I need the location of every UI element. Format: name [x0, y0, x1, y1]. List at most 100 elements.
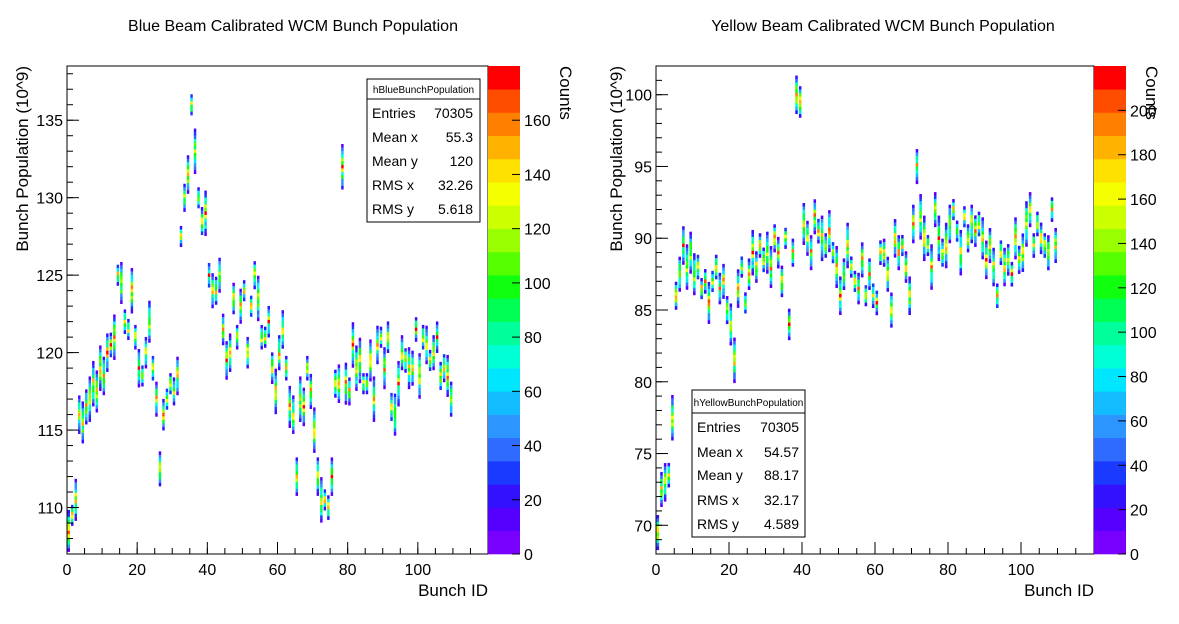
heatmap-cell [893, 253, 897, 258]
heatmap-cell [355, 345, 358, 350]
heatmap-cell [341, 151, 344, 155]
heatmap-cell [981, 238, 984, 242]
heatmap-cell [263, 340, 267, 345]
heatmap-cell [809, 259, 813, 264]
heatmap-cell [390, 417, 393, 421]
heatmap-cell [992, 247, 995, 252]
heatmap-cell [974, 229, 977, 234]
heatmap-cell [316, 478, 320, 482]
z-tick-label: 40 [524, 439, 542, 456]
heatmap-cell [313, 407, 316, 412]
heatmap-cell [707, 306, 711, 310]
heatmap-cell [400, 345, 404, 350]
heatmap-cell [860, 249, 864, 253]
heatmap-cell [183, 183, 186, 188]
heatmap-cell [839, 276, 842, 281]
heatmap-cell [988, 238, 992, 243]
heatmap-cell [407, 354, 411, 358]
heatmap-cell [992, 251, 995, 255]
heatmap-cell [937, 239, 941, 244]
heatmap-cell [246, 350, 249, 355]
stats-label-mean-y: Mean y [697, 467, 743, 483]
heatmap-cell [707, 288, 711, 293]
heatmap-cell [1036, 229, 1039, 233]
heatmap-cell [320, 498, 323, 502]
heatmap-cell [795, 96, 798, 101]
heatmap-cell [390, 396, 393, 401]
heatmap-cells [67, 94, 453, 552]
heatmap-cell [99, 369, 102, 374]
heatmap-cell [67, 527, 70, 531]
heatmap-cell [407, 382, 411, 386]
heatmap-cell [817, 232, 820, 237]
heatmap-cell [155, 399, 158, 403]
heatmap-cell [239, 299, 242, 303]
heatmap-cell [915, 156, 919, 160]
heatmap-cell [376, 357, 379, 361]
heatmap-cell [988, 234, 992, 239]
heatmap-cell [839, 286, 842, 291]
heatmap-cell [879, 247, 882, 252]
heatmap-cell [890, 313, 893, 318]
color-scale-band [1094, 298, 1126, 322]
heatmap-cell [922, 215, 926, 220]
heatmap-cell [379, 337, 383, 341]
heatmap-cell [316, 457, 320, 462]
heatmap-cell [449, 395, 453, 400]
heatmap-cell [714, 261, 718, 266]
heatmap-cell [123, 312, 127, 317]
heatmap-cell [696, 275, 700, 280]
heatmap-cell [828, 213, 831, 218]
heatmap-cell [678, 288, 682, 292]
heatmap-cell [758, 233, 762, 237]
heatmap-cell [425, 353, 428, 358]
heatmap-cell [397, 367, 400, 372]
heatmap-cell [999, 254, 1003, 259]
heatmap-cell [849, 263, 853, 268]
heatmap-cell [221, 331, 225, 335]
heatmap-cell [846, 226, 849, 230]
heatmap-cell [407, 371, 411, 376]
heatmap-cell [853, 281, 857, 285]
heatmap-cell [151, 359, 155, 364]
heatmap-cell [235, 331, 239, 336]
heatmap-cell [992, 265, 995, 269]
heatmap-cell [842, 265, 846, 270]
heatmap-cell [351, 322, 355, 326]
heatmap-cell [1017, 245, 1021, 250]
stats-box-frame [366, 78, 481, 223]
heatmap-cell [693, 277, 696, 282]
z-tick-label: 160 [1130, 192, 1157, 209]
heatmap-cell [1003, 279, 1006, 283]
heatmap-cell [218, 282, 221, 286]
heatmap-cell [995, 290, 999, 295]
heatmap-cell [200, 217, 204, 222]
heatmap-cell [912, 211, 915, 216]
heatmap-cell [92, 360, 95, 365]
x-tick-label: 20 [128, 562, 146, 579]
heatmap-cell [172, 387, 176, 392]
heatmap-cell [130, 281, 134, 286]
heatmap-cell [383, 350, 386, 355]
heatmap-cell [260, 338, 263, 343]
heatmap-cell [162, 409, 165, 414]
heatmap-cell [689, 252, 692, 257]
heatmap-cell [302, 394, 306, 399]
heatmap-cell [1047, 242, 1050, 246]
heatmap-cell [733, 337, 736, 342]
heatmap-cell [309, 398, 313, 402]
heatmap-cell [707, 302, 711, 307]
heatmap-cell [372, 397, 376, 402]
heatmap-cell [271, 373, 274, 378]
heatmap-cell [183, 194, 186, 198]
heatmap-cell [835, 259, 838, 264]
heatmap-cell [274, 403, 277, 408]
heatmap-cell [418, 353, 421, 357]
heatmap-cell [109, 350, 113, 354]
heatmap-cell [729, 341, 733, 346]
heatmap-cell [656, 518, 660, 523]
heatmap-cell [725, 320, 729, 325]
heatmap-cell [435, 345, 439, 350]
heatmap-cell [744, 306, 747, 310]
heatmap-cell [784, 238, 787, 242]
